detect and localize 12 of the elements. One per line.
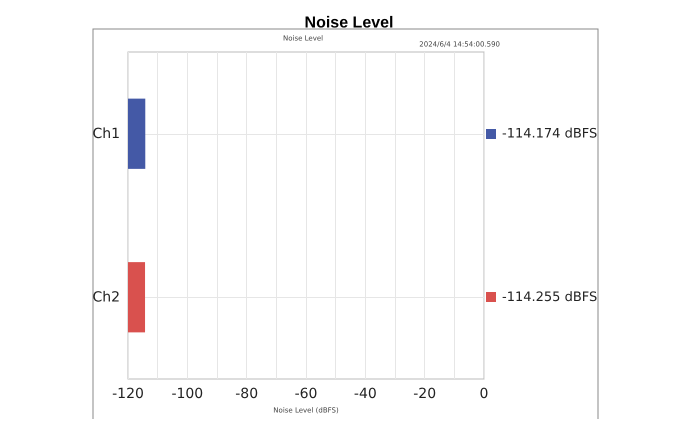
data-label: -114.255 dBFS: [502, 290, 598, 305]
x-tick-label: -20: [413, 386, 436, 402]
x-tick-label: -80: [235, 386, 258, 402]
x-tick-label: -120: [112, 386, 144, 402]
x-tick-label: -100: [171, 386, 204, 402]
y-tick-label: Ch1: [92, 126, 120, 142]
x-tick-label: 0: [480, 386, 488, 402]
x-tick-label: -40: [354, 386, 377, 402]
y-tick-label: Ch2: [92, 289, 120, 306]
data-label: -114.174 dBFS: [502, 126, 598, 142]
chart-title: Noise Level: [304, 14, 394, 32]
x-tick-label: -60: [294, 386, 318, 402]
